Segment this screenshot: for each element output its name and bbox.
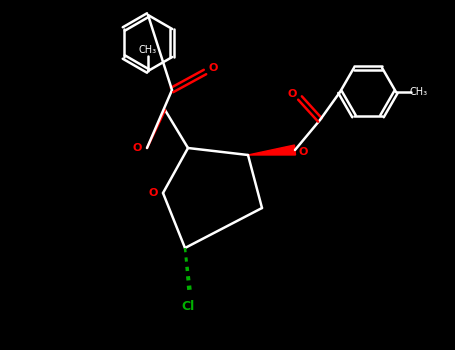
Text: CH₃: CH₃ (410, 87, 428, 97)
Text: O: O (287, 89, 297, 99)
Text: O: O (132, 143, 142, 153)
Text: O: O (208, 63, 217, 73)
Text: O: O (148, 188, 158, 198)
Polygon shape (248, 145, 296, 155)
Text: Cl: Cl (182, 301, 195, 314)
Text: O: O (298, 147, 308, 157)
Text: CH₃: CH₃ (139, 45, 157, 55)
